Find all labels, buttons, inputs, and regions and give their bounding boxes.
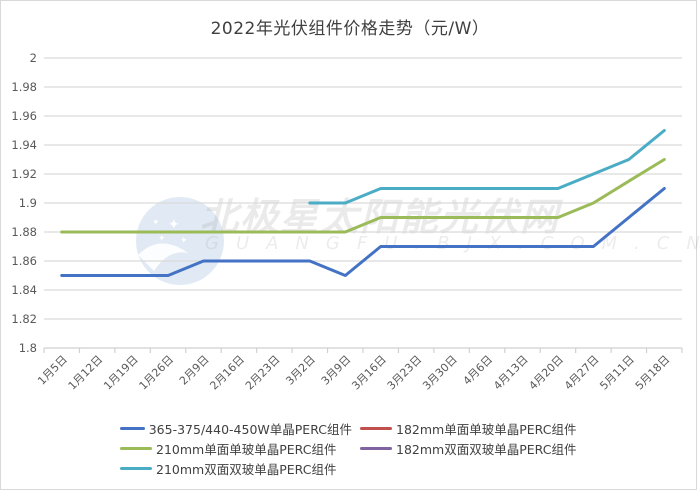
y-tick-label: 1.86 xyxy=(11,254,37,268)
legend-label: 210mm单面单玻单晶PERC组件 xyxy=(156,441,337,457)
y-tick-label: 1.96 xyxy=(11,109,37,123)
y-tick-label: 1.84 xyxy=(11,283,37,297)
y-tick-label: 1.82 xyxy=(11,312,37,326)
chart-title: 2022年光伏组件价格走势（元/W） xyxy=(210,19,490,39)
y-tick-label: 1.88 xyxy=(11,225,37,239)
svg-text:✦: ✦ xyxy=(158,234,166,244)
x-tick-label: 4月6日 xyxy=(461,353,496,388)
x-tick-label: 1月5日 xyxy=(35,353,70,388)
x-tick-label: 3月23日 xyxy=(385,353,425,393)
y-tick-label: 1.92 xyxy=(11,167,37,181)
x-tick-label: 2月9日 xyxy=(177,353,212,388)
y-tick-label: 1.8 xyxy=(19,341,37,355)
x-tick-label: 3月9日 xyxy=(319,353,354,388)
series-line xyxy=(60,187,666,277)
legend-label: 365-375/440-450W单晶PERC组件 xyxy=(148,421,352,437)
legend-swatch-icon xyxy=(120,466,152,470)
x-tick-label: 3月30日 xyxy=(420,353,460,393)
y-tick-label: 1.9 xyxy=(19,196,37,210)
x-tick-label: 2月23日 xyxy=(243,353,283,393)
y-tick-label: 1.94 xyxy=(11,138,37,152)
x-tick-label: 1月19日 xyxy=(101,353,141,393)
legend-label: 182mm单面单玻单晶PERC组件 xyxy=(396,421,577,437)
legend-item[interactable]: 210mm双面双玻单晶PERC组件 xyxy=(120,459,352,478)
legend-item[interactable]: 210mm单面单玻单晶PERC组件 xyxy=(120,439,352,458)
x-tick-label: 1月26日 xyxy=(137,353,177,393)
series-line xyxy=(60,158,666,234)
y-tick-label: 2 xyxy=(30,51,37,65)
legend-swatch-icon xyxy=(360,446,392,450)
chart-legend: 365-375/440-450W单晶PERC组件 182mm单面单玻单晶PERC组… xyxy=(120,418,600,478)
svg-text:✦: ✦ xyxy=(152,218,160,228)
x-tick-label: 1月12日 xyxy=(66,353,106,393)
legend-item[interactable]: 365-375/440-450W单晶PERC组件 xyxy=(120,419,352,438)
legend-label: 210mm双面双玻单晶PERC组件 xyxy=(156,461,337,477)
legend-row: 210mm双面双玻单晶PERC组件 xyxy=(120,458,600,478)
series-line xyxy=(308,129,666,205)
x-tick-label: 5月11日 xyxy=(597,353,637,393)
legend-item[interactable]: 182mm单面单玻单晶PERC组件 xyxy=(360,419,576,438)
svg-text:✦: ✦ xyxy=(168,217,180,233)
y-tick-label: 1.98 xyxy=(11,80,37,94)
watermark-subtext: GUANGFU.BJX.COM.CN xyxy=(205,233,700,254)
x-tick-label: 4月13日 xyxy=(491,353,531,393)
x-tick-label: 4月27日 xyxy=(562,353,602,393)
x-tick-label: 3月2日 xyxy=(283,353,318,388)
legend-label: 182mm双面双玻单晶PERC组件 xyxy=(396,441,577,457)
x-tick-label: 3月16日 xyxy=(349,353,389,393)
x-tick-label: 4月20日 xyxy=(526,353,566,393)
legend-row: 210mm单面单玻单晶PERC组件 182mm双面双玻单晶PERC组件 xyxy=(120,438,600,458)
legend-swatch-icon xyxy=(120,446,152,450)
x-tick-label: 5月18日 xyxy=(633,353,673,393)
legend-swatch-icon xyxy=(120,426,145,430)
x-tick-label: 2月16日 xyxy=(207,353,247,393)
legend-swatch-icon xyxy=(360,426,392,430)
legend-item[interactable]: 182mm双面双玻单晶PERC组件 xyxy=(360,439,576,458)
svg-text:✦: ✦ xyxy=(180,236,188,246)
legend-row: 365-375/440-450W单晶PERC组件 182mm单面单玻单晶PERC组… xyxy=(120,418,600,438)
